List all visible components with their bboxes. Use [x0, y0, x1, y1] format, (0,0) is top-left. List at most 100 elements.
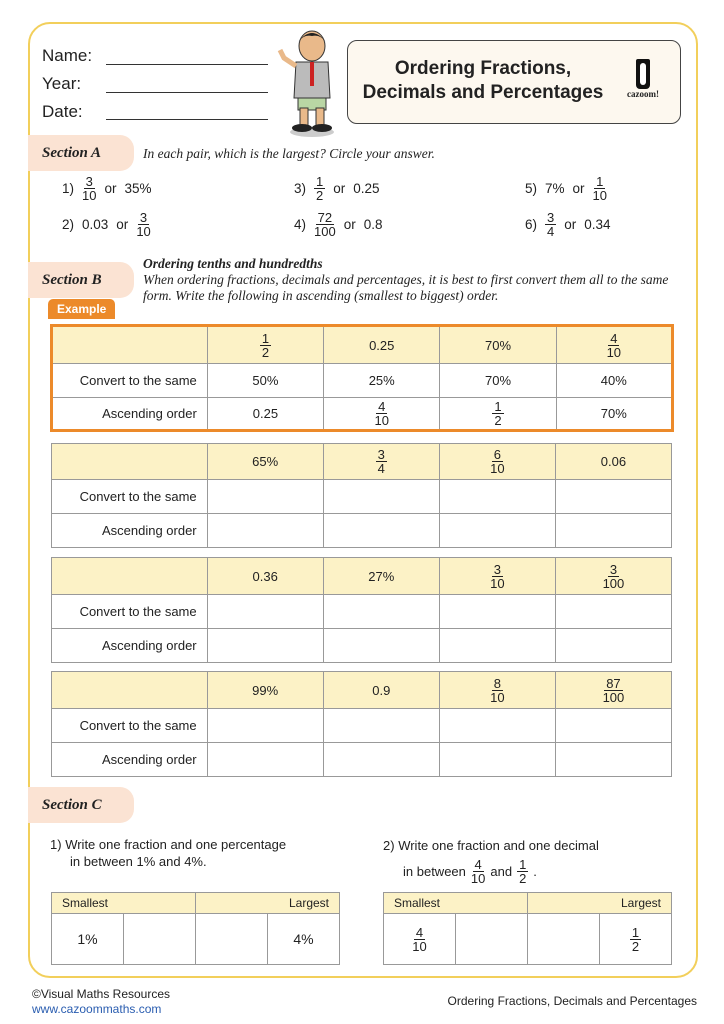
value-cell: 0.25	[323, 325, 441, 364]
option-b[interactable]: 35%	[124, 180, 152, 196]
option-a[interactable]: 72 100	[314, 209, 336, 239]
title-line-1: Ordering Fractions,	[394, 58, 572, 79]
header-blank	[51, 557, 208, 595]
ascending-row-label: Ascending order	[51, 397, 208, 431]
largest-label: Largest	[527, 892, 672, 914]
question-number: 1)	[62, 180, 75, 196]
value-cell: 3 100	[554, 557, 673, 595]
question-number: 4)	[294, 216, 307, 232]
section-c-tab: Section C	[28, 787, 134, 823]
option-a[interactable]: 3 10	[82, 173, 97, 203]
question-number: 3)	[294, 180, 307, 196]
section-b-instruction: When ordering fractions, decimals and pe…	[143, 272, 669, 303]
convert-answer-cell[interactable]	[206, 479, 324, 514]
convert-answer-cell[interactable]	[322, 594, 440, 629]
ascending-row-label: Ascending order	[51, 628, 208, 663]
convert-cell: 25%	[323, 363, 441, 398]
section-c-q2-table: Smallest Largest 4 10 1 2	[383, 892, 672, 965]
or-text: or	[572, 180, 585, 196]
convert-answer-cell[interactable]	[554, 708, 673, 743]
or-text: or	[564, 216, 577, 232]
value-cell: 0.36	[206, 557, 324, 595]
convert-row-label: Convert to the same	[51, 708, 208, 743]
answer-cell[interactable]	[195, 913, 268, 965]
ascending-answer-cell[interactable]	[438, 742, 556, 777]
smallest-label: Smallest	[51, 892, 196, 914]
website-link[interactable]: www.cazoommaths.com	[32, 1002, 162, 1016]
year-field[interactable]	[106, 92, 268, 93]
value-cell: 99%	[206, 671, 324, 709]
ascending-answer-cell[interactable]	[206, 742, 324, 777]
option-b[interactable]: 0.25	[353, 180, 380, 196]
section-b-heading: Ordering tenths and hundredths	[143, 256, 323, 271]
convert-answer-cell[interactable]	[554, 479, 673, 514]
question-6: 6) 3 4 or 0.34	[525, 209, 611, 239]
name-label: Name:	[42, 46, 93, 65]
convert-answer-cell[interactable]	[206, 594, 324, 629]
ascending-answer-cell[interactable]	[438, 628, 556, 663]
value-cell: 87 100	[554, 671, 673, 709]
convert-answer-cell[interactable]	[438, 708, 556, 743]
convert-answer-cell[interactable]	[322, 479, 440, 514]
option-b[interactable]: 0.34	[584, 216, 611, 232]
ascending-answer-cell[interactable]	[554, 513, 673, 548]
copyright: ©Visual Maths Resources	[32, 987, 171, 1001]
question-number: 6)	[525, 216, 538, 232]
ascending-answer-cell[interactable]	[322, 513, 440, 548]
name-field[interactable]	[106, 64, 268, 65]
or-text: or	[104, 180, 117, 196]
worksheet-title-box: Ordering Fractions, Decimals and Percenta…	[347, 40, 681, 124]
ascending-answer-cell[interactable]	[322, 628, 440, 663]
value-cell: 3 10	[438, 557, 556, 595]
convert-cell: 50%	[206, 363, 325, 398]
convert-answer-cell[interactable]	[438, 479, 556, 514]
convert-answer-cell[interactable]	[206, 708, 324, 743]
given-value: 4 10	[383, 913, 456, 965]
question-2: 2) 0.03 or 3 10	[62, 209, 151, 239]
value-cell: 27%	[322, 557, 440, 595]
answer-cell[interactable]	[455, 913, 528, 965]
value-cell: 4 10	[555, 325, 674, 364]
question-4: 4) 72 100 or 0.8	[294, 209, 383, 239]
convert-cell: 70%	[439, 363, 557, 398]
ascending-answer-cell[interactable]	[438, 513, 556, 548]
ascending-answer-cell[interactable]	[206, 513, 324, 548]
ordering-table-1: 65% 3 4 6 10 0.06 Convert to the same Ascending…	[51, 443, 673, 548]
option-a[interactable]: 7%	[545, 180, 565, 196]
ascending-answer-cell[interactable]	[554, 628, 673, 663]
option-b[interactable]: 3 10	[136, 209, 151, 239]
largest-label: Largest	[195, 892, 340, 914]
convert-answer-cell[interactable]	[554, 594, 673, 629]
option-a[interactable]: 0.03	[82, 216, 109, 232]
option-b[interactable]: 0.8	[363, 216, 383, 232]
ordering-table-2: 0.36 27% 3 10 3 100 Convert to the same Ascendi…	[51, 557, 673, 663]
ascending-row-label: Ascending order	[51, 742, 208, 777]
convert-answer-cell[interactable]	[322, 708, 440, 743]
ascending-answer-cell[interactable]	[554, 742, 673, 777]
answer-cell[interactable]	[527, 913, 600, 965]
question-number: 5)	[525, 180, 538, 196]
date-label: Date:	[42, 102, 83, 121]
value-cell: 0.9	[322, 671, 440, 709]
value-cell: 70%	[439, 325, 557, 364]
convert-answer-cell[interactable]	[438, 594, 556, 629]
date-field[interactable]	[106, 119, 268, 120]
section-a-tab: Section A	[28, 135, 134, 171]
fraction: 4 10	[470, 857, 486, 886]
header-blank	[51, 325, 208, 364]
given-value: 4%	[267, 913, 340, 965]
ascending-answer-cell[interactable]	[206, 628, 324, 663]
ascending-answer-cell[interactable]	[322, 742, 440, 777]
question-1: 1) 3 10 or 35%	[62, 173, 152, 203]
question-3: 3) 1 2 or 0.25	[294, 173, 380, 203]
answer-cell[interactable]	[123, 913, 196, 965]
section-c-q1-table: Smallest Largest 1% 4%	[51, 892, 340, 965]
option-b[interactable]: 1 10	[592, 173, 608, 203]
